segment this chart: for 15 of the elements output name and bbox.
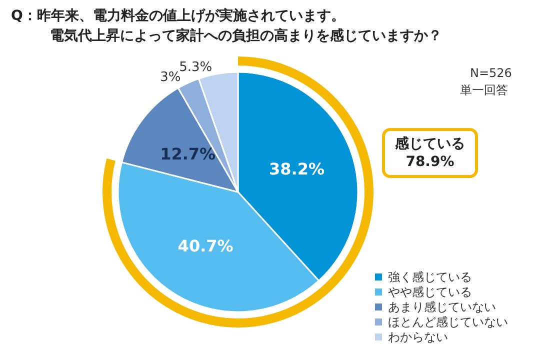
legend-label: あまり感じていない <box>388 300 496 314</box>
text: N=526 <box>470 66 512 80</box>
legend-label: ほとんど感じていない <box>388 315 508 329</box>
data-label: 5.3% <box>179 60 212 76</box>
text: 単一回答 <box>460 82 508 99</box>
data-label: 40.7% <box>178 236 234 256</box>
chart-subtitle: 電気代上昇によって家計への負担の高まりを感じていますか？ <box>50 27 442 44</box>
chart-title: Q：昨年来、電力料金の値上げが実施されています。 <box>11 7 345 24</box>
legend-label: 強く感じている <box>388 270 472 284</box>
legend-label: やや感じている <box>388 285 472 299</box>
data-label: 3% <box>160 70 181 85</box>
text: 感じている 78.9% <box>382 128 478 178</box>
data-label: 38.2% <box>268 160 325 179</box>
data-label: 12.7% <box>160 144 216 164</box>
legend-label: わからない <box>388 330 448 344</box>
